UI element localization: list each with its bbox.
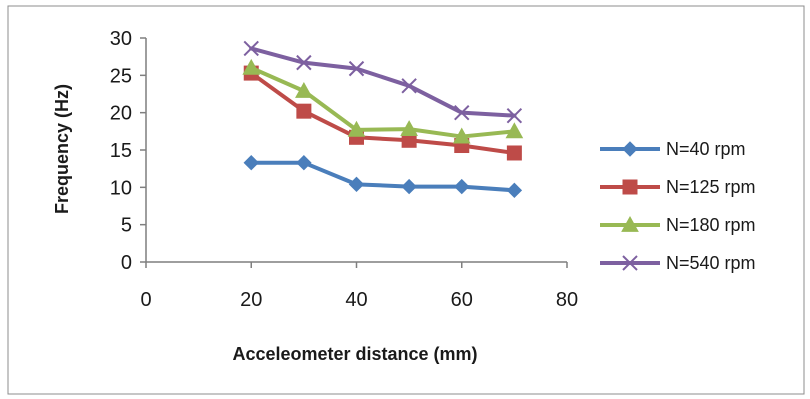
data-point: [296, 103, 312, 119]
data-point: [506, 145, 522, 161]
x-tick-label: 0: [140, 289, 151, 311]
data-point: [506, 107, 523, 124]
series-line: [249, 160, 517, 193]
legend-label: N=40 rpm: [666, 139, 746, 159]
legend-marker: [622, 255, 638, 271]
series-line: [249, 65, 517, 139]
data-point: [296, 154, 312, 171]
x-axis-title: Acceleometer distance (mm): [232, 344, 477, 364]
chart-border: [7, 5, 805, 395]
data-point: [348, 60, 365, 77]
legend-item: N=125 rpm: [600, 177, 756, 197]
legend-marker: [622, 179, 638, 195]
series-1: [243, 154, 523, 199]
data-point: [243, 154, 259, 171]
data-point: [401, 78, 417, 94]
legend-label: N=125 rpm: [666, 177, 756, 197]
legend-item: N=180 rpm: [600, 215, 756, 235]
y-tick-label: 25: [110, 65, 132, 87]
y-tick-label: 30: [110, 28, 132, 50]
data-point: [505, 122, 524, 139]
series-4: [243, 40, 523, 124]
data-point: [347, 120, 366, 137]
y-tick-label: 5: [121, 215, 132, 237]
legend-marker: [621, 215, 639, 232]
series-line: [249, 46, 517, 118]
legend-item: N=540 rpm: [600, 253, 756, 273]
series-line: [249, 71, 517, 155]
data-point: [454, 104, 470, 121]
axes: 0 5 10 15 20 25 30 0 20 40 60 80: [110, 28, 578, 311]
data-point: [348, 176, 365, 193]
data-point: [454, 178, 470, 195]
y-axis-title: Frequency (Hz): [52, 84, 72, 214]
y-tick-label: 20: [110, 103, 132, 125]
data-point: [400, 120, 418, 136]
y-tick-label: 10: [110, 177, 132, 199]
y-tick-label: 15: [110, 140, 132, 162]
x-tick-label: 60: [451, 289, 473, 311]
data-point: [452, 127, 471, 144]
series-3: [242, 58, 524, 144]
legend-label: N=180 rpm: [666, 215, 756, 235]
data-point: [295, 81, 313, 98]
y-tick-label: 0: [121, 252, 132, 274]
x-tick-label: 40: [345, 289, 367, 311]
data-point: [296, 54, 312, 71]
legend-item: N=40 rpm: [600, 139, 746, 159]
legend: N=40 rpm N=125 rpm N=180 rpm N=540 rpm: [600, 139, 756, 273]
x-tick-label: 20: [240, 289, 262, 311]
legend-label: N=540 rpm: [666, 253, 756, 273]
data-point: [401, 178, 417, 195]
data-point: [243, 40, 259, 57]
plot-series: [242, 40, 524, 199]
data-point: [242, 58, 261, 75]
legend-marker: [622, 141, 638, 157]
data-point: [506, 182, 523, 199]
x-tick-label: 80: [556, 289, 578, 311]
